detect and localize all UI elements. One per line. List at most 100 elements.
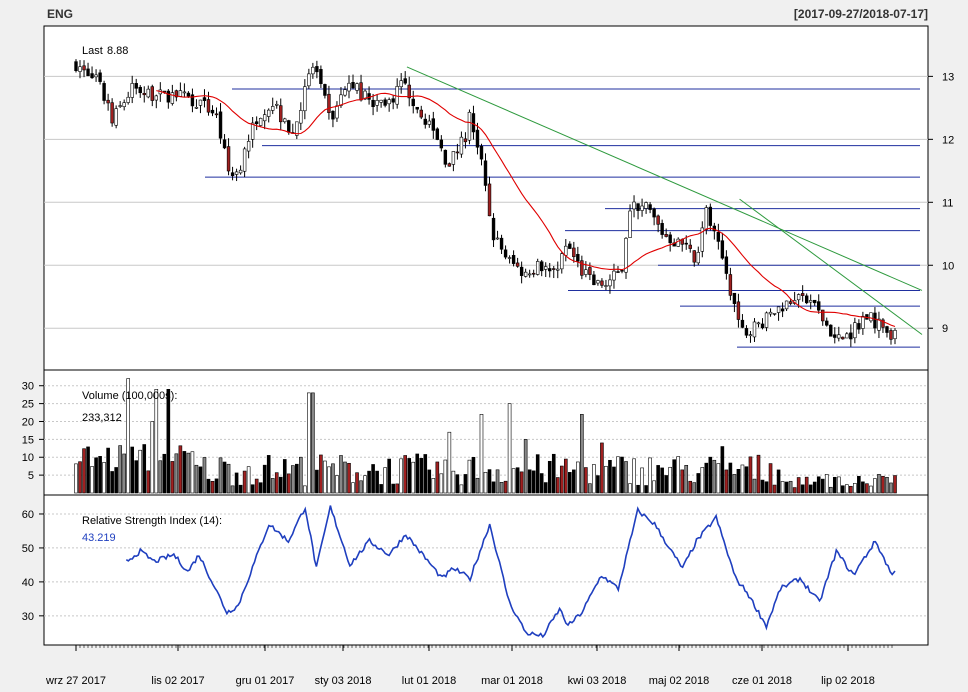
volume-bar: [206, 478, 211, 494]
volume-bar: [628, 483, 632, 494]
candle-body: [881, 319, 885, 328]
volume-bar: [728, 462, 733, 494]
volume-bar: [519, 471, 524, 494]
price-last-label: Last: [82, 45, 103, 57]
volume-bar: [531, 470, 536, 494]
candle-body: [829, 324, 833, 337]
volume-bar: [435, 461, 440, 494]
candle-body: [98, 72, 102, 82]
candle-body: [540, 261, 544, 272]
volume-bar: [98, 456, 102, 494]
volume-bar: [403, 455, 408, 494]
candle-body: [439, 139, 444, 149]
candle-body: [604, 285, 608, 287]
volume-bar: [841, 485, 845, 494]
volume-bar: [178, 445, 183, 494]
volume-bars: [74, 378, 897, 494]
candle-body: [580, 260, 584, 276]
candle-body: [395, 86, 399, 105]
x-tick-label: lip 02 2018: [821, 675, 875, 687]
x-tick-label: cze 01 2018: [732, 675, 792, 687]
x-axis: wrz 27 2017 lis 02 2017 gru 01 2017 sty 03 …: [45, 645, 893, 687]
volume-bar: [796, 477, 801, 494]
volume-bar: [222, 461, 227, 494]
volume-tick-label: 20: [22, 416, 34, 428]
volume-bar: [736, 468, 741, 494]
candle-body: [194, 107, 199, 109]
candle-body: [821, 309, 825, 322]
volume-bar: [459, 484, 464, 494]
candle-body: [202, 97, 207, 101]
candle-body: [544, 266, 548, 270]
volume-bar: [499, 482, 504, 494]
candle-body: [523, 271, 528, 277]
volume-bar: [286, 473, 291, 494]
candle-body: [110, 102, 114, 124]
volume-bar: [648, 457, 652, 494]
x-tick-label: maj 02 2018: [649, 675, 710, 687]
volume-bar: [307, 392, 311, 494]
candle-body: [600, 280, 604, 286]
volume-bar: [688, 480, 693, 494]
candle-body: [608, 279, 612, 287]
volume-bar: [447, 431, 452, 494]
volume-bar: [106, 447, 110, 494]
x-tick-label: sty 03 2018: [315, 675, 372, 687]
candle-body: [455, 151, 460, 154]
candle-body: [459, 136, 464, 155]
volume-bar: [315, 469, 319, 494]
volume-bar: [704, 462, 709, 494]
volume-bar: [588, 483, 592, 494]
volume-bar: [347, 462, 351, 494]
volume-bar: [620, 456, 624, 494]
volume-bar: [816, 476, 821, 494]
volume-bar: [608, 459, 612, 494]
candle-body: [355, 83, 359, 91]
candle-body: [700, 227, 704, 252]
candle-body: [275, 103, 279, 106]
chart-symbol: ENG: [47, 7, 73, 21]
candle-body: [327, 93, 331, 113]
candle-body: [138, 86, 142, 94]
candle-body: [708, 206, 713, 226]
candle-body: [479, 145, 484, 160]
candle-body: [491, 217, 496, 241]
volume-bar: [748, 456, 753, 494]
volume-bar: [580, 414, 584, 494]
candle-body: [170, 92, 175, 104]
volume-bar: [82, 448, 86, 494]
volume-bar: [652, 480, 656, 494]
candle-body: [740, 319, 745, 328]
candle-body: [652, 208, 656, 218]
candle-body: [841, 336, 845, 340]
volume-bar: [684, 464, 689, 494]
candle-body: [688, 244, 692, 249]
candle-body: [254, 121, 259, 125]
candle-body: [636, 203, 640, 211]
x-tick-label: gru 01 2017: [236, 675, 295, 687]
candle-body: [796, 294, 801, 301]
volume-bar: [146, 470, 151, 494]
volume-bar: [576, 461, 580, 494]
volume-bar: [551, 453, 556, 494]
rsi-line-path: [125, 505, 896, 639]
volume-bar: [379, 484, 383, 494]
candle-body: [114, 108, 118, 126]
candle-body: [339, 94, 343, 106]
candle-body: [776, 306, 781, 313]
candle-body: [118, 105, 122, 107]
candle-body: [849, 332, 853, 340]
candle-body: [748, 334, 753, 337]
candle-body: [752, 321, 757, 338]
volume-bar: [419, 458, 424, 494]
candle-body: [359, 82, 363, 101]
candle-body: [772, 312, 777, 315]
candle-body: [800, 293, 805, 296]
volume-bar: [752, 478, 757, 494]
rsi-grid: [44, 513, 928, 617]
volume-bar: [696, 473, 701, 494]
volume-bar: [218, 457, 223, 494]
candle-body: [238, 169, 243, 174]
trendline: [739, 198, 923, 335]
